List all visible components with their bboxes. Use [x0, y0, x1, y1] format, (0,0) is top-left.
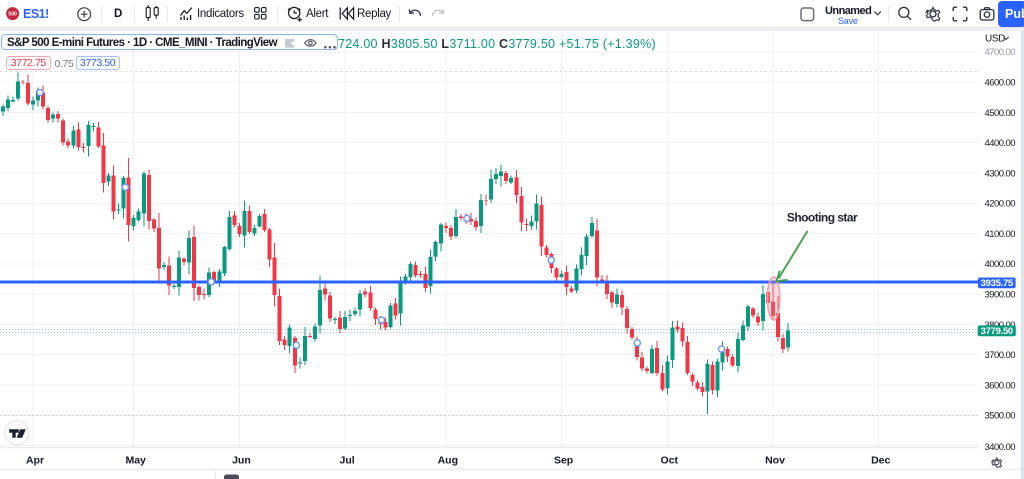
svg-text:Aug: Aug — [438, 454, 458, 466]
svg-text:4500.00: 4500.00 — [985, 108, 1016, 119]
svg-text:Sep: Sep — [554, 454, 573, 466]
svg-text:4700.00: 4700.00 — [985, 47, 1016, 58]
svg-text:4200.00: 4200.00 — [985, 199, 1016, 210]
svg-text:Jul: Jul — [340, 454, 355, 466]
svg-text:4300.00: 4300.00 — [985, 168, 1016, 179]
svg-text:4400.00: 4400.00 — [985, 138, 1016, 149]
svg-text:3779.50: 3779.50 — [981, 326, 1013, 337]
svg-text:3600.00: 3600.00 — [985, 380, 1016, 391]
svg-text:Apr: Apr — [26, 454, 44, 466]
svg-text:Oct: Oct — [661, 454, 679, 466]
svg-text:Nov: Nov — [765, 454, 785, 466]
svg-text:3800.00: 3800.00 — [985, 320, 1016, 331]
svg-text:USD: USD — [985, 34, 1005, 45]
svg-text:Shooting star: Shooting star — [787, 211, 858, 225]
svg-text:500: 500 — [8, 12, 17, 18]
svg-text:3900.00: 3900.00 — [985, 290, 1016, 301]
svg-text:4100.00: 4100.00 — [985, 229, 1016, 240]
svg-text:3400.00: 3400.00 — [985, 442, 1016, 453]
svg-text:Dec: Dec — [871, 454, 890, 466]
svg-text:4600.00: 4600.00 — [985, 78, 1016, 89]
svg-text:Jun: Jun — [232, 454, 251, 466]
svg-text:3700.00: 3700.00 — [985, 350, 1016, 361]
svg-text:3935.75: 3935.75 — [981, 278, 1014, 289]
svg-text:3500.00: 3500.00 — [985, 411, 1016, 422]
svg-text:4000.00: 4000.00 — [985, 259, 1016, 270]
svg-text:May: May — [125, 454, 146, 466]
